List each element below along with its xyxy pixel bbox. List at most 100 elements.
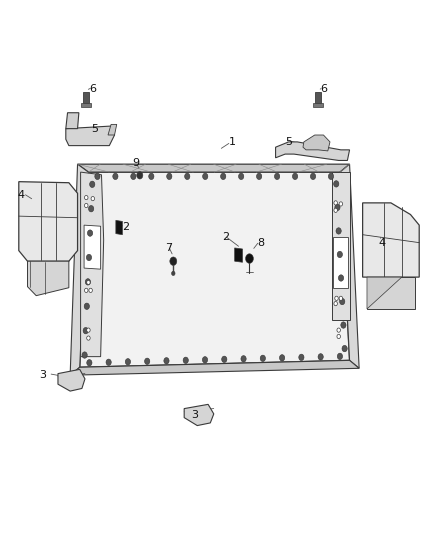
Circle shape: [222, 356, 227, 362]
Circle shape: [241, 356, 246, 362]
Polygon shape: [19, 182, 78, 261]
Circle shape: [85, 279, 91, 285]
Polygon shape: [28, 261, 69, 296]
Text: 6: 6: [89, 84, 96, 94]
Circle shape: [183, 357, 188, 364]
Circle shape: [334, 201, 337, 205]
Circle shape: [82, 352, 87, 358]
Circle shape: [149, 173, 154, 180]
Circle shape: [164, 358, 169, 364]
Circle shape: [257, 173, 262, 180]
Circle shape: [95, 173, 100, 180]
Circle shape: [334, 208, 337, 213]
Circle shape: [335, 296, 338, 301]
Circle shape: [293, 173, 298, 180]
Text: 3: 3: [39, 370, 46, 380]
Circle shape: [339, 202, 343, 206]
Text: 7: 7: [166, 243, 173, 253]
Text: 5: 5: [92, 124, 99, 134]
Polygon shape: [66, 113, 79, 128]
Polygon shape: [235, 248, 243, 262]
Circle shape: [279, 354, 285, 361]
Polygon shape: [276, 142, 350, 160]
Circle shape: [339, 298, 345, 305]
Circle shape: [311, 173, 316, 180]
Circle shape: [85, 288, 88, 293]
Circle shape: [342, 345, 347, 352]
Text: 2: 2: [122, 222, 129, 232]
Polygon shape: [81, 103, 92, 108]
Polygon shape: [84, 225, 101, 269]
Circle shape: [275, 173, 280, 180]
Circle shape: [328, 173, 334, 180]
Circle shape: [299, 354, 304, 360]
Circle shape: [113, 173, 118, 180]
Polygon shape: [340, 164, 359, 368]
Circle shape: [106, 359, 111, 366]
Circle shape: [87, 280, 90, 285]
Circle shape: [145, 358, 150, 365]
Circle shape: [334, 302, 337, 306]
Circle shape: [334, 181, 339, 187]
Circle shape: [339, 275, 344, 281]
Circle shape: [335, 204, 340, 211]
Circle shape: [318, 354, 323, 360]
Circle shape: [185, 173, 190, 180]
Polygon shape: [315, 92, 321, 103]
Polygon shape: [78, 164, 350, 172]
Polygon shape: [333, 237, 348, 288]
Polygon shape: [303, 135, 330, 151]
Text: 4: 4: [18, 190, 25, 200]
Text: 1: 1: [229, 137, 236, 147]
Circle shape: [137, 172, 143, 179]
Circle shape: [260, 355, 265, 361]
Circle shape: [341, 322, 346, 328]
Polygon shape: [108, 124, 117, 135]
Polygon shape: [66, 126, 115, 146]
Text: 4: 4: [378, 238, 386, 248]
Circle shape: [337, 334, 340, 338]
Circle shape: [337, 328, 340, 332]
Polygon shape: [313, 103, 323, 108]
Text: 9: 9: [133, 158, 140, 168]
Circle shape: [336, 228, 341, 234]
Circle shape: [85, 196, 88, 200]
Circle shape: [91, 197, 95, 201]
Circle shape: [85, 204, 88, 208]
Circle shape: [88, 206, 94, 212]
Circle shape: [125, 359, 131, 365]
Polygon shape: [184, 405, 214, 425]
Circle shape: [167, 173, 172, 180]
Circle shape: [87, 336, 90, 340]
Circle shape: [221, 173, 226, 180]
Circle shape: [337, 251, 343, 257]
Polygon shape: [332, 172, 350, 319]
Polygon shape: [58, 369, 85, 391]
Circle shape: [84, 303, 89, 310]
Polygon shape: [83, 92, 89, 103]
Text: 6: 6: [320, 84, 327, 94]
Polygon shape: [70, 164, 88, 375]
Circle shape: [83, 327, 88, 334]
Text: 5: 5: [285, 137, 292, 147]
Polygon shape: [81, 172, 104, 357]
Circle shape: [246, 254, 253, 263]
Circle shape: [131, 173, 136, 180]
Circle shape: [87, 360, 92, 366]
Text: 2: 2: [222, 232, 229, 243]
Circle shape: [172, 271, 175, 276]
Circle shape: [202, 357, 208, 363]
Polygon shape: [80, 172, 350, 367]
Polygon shape: [70, 360, 359, 375]
Circle shape: [89, 288, 92, 293]
Circle shape: [87, 328, 90, 332]
Circle shape: [203, 173, 208, 180]
Circle shape: [90, 181, 95, 188]
Circle shape: [86, 254, 92, 261]
Polygon shape: [116, 220, 122, 235]
Text: 3: 3: [191, 410, 198, 420]
Circle shape: [170, 257, 177, 265]
Polygon shape: [367, 277, 402, 309]
Circle shape: [339, 296, 343, 301]
Polygon shape: [367, 277, 415, 309]
